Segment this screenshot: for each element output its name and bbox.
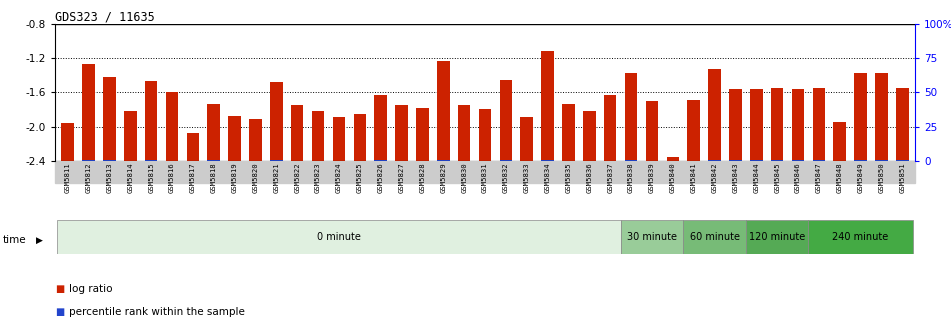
Bar bbox=[312, 111, 324, 161]
Bar bbox=[207, 103, 220, 161]
Text: GDS323 / 11635: GDS323 / 11635 bbox=[55, 10, 155, 23]
Bar bbox=[499, 80, 513, 161]
Bar bbox=[375, 95, 387, 161]
Text: 120 minute: 120 minute bbox=[749, 232, 805, 242]
Bar bbox=[854, 73, 867, 161]
Text: time: time bbox=[3, 235, 27, 245]
Bar bbox=[792, 89, 805, 161]
Bar bbox=[124, 111, 137, 161]
Text: 0 minute: 0 minute bbox=[317, 232, 360, 242]
Text: 60 minute: 60 minute bbox=[689, 232, 740, 242]
Bar bbox=[417, 108, 429, 161]
Text: ▶: ▶ bbox=[36, 236, 43, 245]
Bar bbox=[478, 109, 492, 161]
Bar bbox=[708, 160, 721, 161]
Bar bbox=[62, 123, 74, 161]
Bar bbox=[854, 160, 867, 161]
Bar bbox=[520, 117, 533, 161]
Bar bbox=[833, 122, 846, 161]
Bar bbox=[499, 160, 513, 161]
Bar bbox=[437, 60, 450, 161]
Bar bbox=[55, 161, 915, 183]
Bar bbox=[354, 114, 366, 161]
Bar bbox=[457, 105, 471, 161]
Bar bbox=[750, 89, 763, 161]
Bar bbox=[333, 117, 345, 161]
Bar bbox=[165, 92, 178, 161]
Bar bbox=[396, 105, 408, 161]
Bar bbox=[145, 160, 158, 161]
Bar bbox=[437, 160, 450, 161]
Bar bbox=[83, 64, 95, 161]
Text: percentile rank within the sample: percentile rank within the sample bbox=[69, 307, 245, 318]
Text: 30 minute: 30 minute bbox=[627, 232, 677, 242]
Bar bbox=[708, 69, 721, 161]
Bar bbox=[688, 100, 700, 161]
Bar bbox=[875, 160, 887, 161]
Bar bbox=[625, 160, 637, 161]
Bar bbox=[270, 82, 282, 161]
Bar bbox=[875, 73, 887, 161]
Bar bbox=[604, 95, 616, 161]
Text: ■: ■ bbox=[55, 284, 65, 294]
Bar bbox=[808, 220, 913, 254]
Bar bbox=[145, 81, 158, 161]
Bar bbox=[812, 88, 825, 161]
Bar bbox=[896, 88, 908, 161]
Bar bbox=[57, 220, 621, 254]
Bar bbox=[83, 160, 95, 161]
Bar bbox=[667, 157, 679, 161]
Bar bbox=[625, 73, 637, 161]
Bar bbox=[562, 103, 574, 161]
Text: ■: ■ bbox=[55, 307, 65, 318]
Bar bbox=[291, 105, 303, 161]
Text: 240 minute: 240 minute bbox=[832, 232, 889, 242]
Bar bbox=[683, 220, 746, 254]
Bar bbox=[729, 89, 742, 161]
Bar bbox=[541, 51, 553, 161]
Text: log ratio: log ratio bbox=[69, 284, 113, 294]
Bar bbox=[541, 160, 553, 161]
Bar bbox=[186, 133, 199, 161]
Bar bbox=[103, 77, 116, 161]
Bar bbox=[621, 220, 683, 254]
Bar bbox=[228, 116, 241, 161]
Bar bbox=[746, 220, 808, 254]
Bar bbox=[583, 111, 595, 161]
Bar bbox=[249, 119, 262, 161]
Bar bbox=[646, 101, 658, 161]
Bar bbox=[771, 88, 784, 161]
